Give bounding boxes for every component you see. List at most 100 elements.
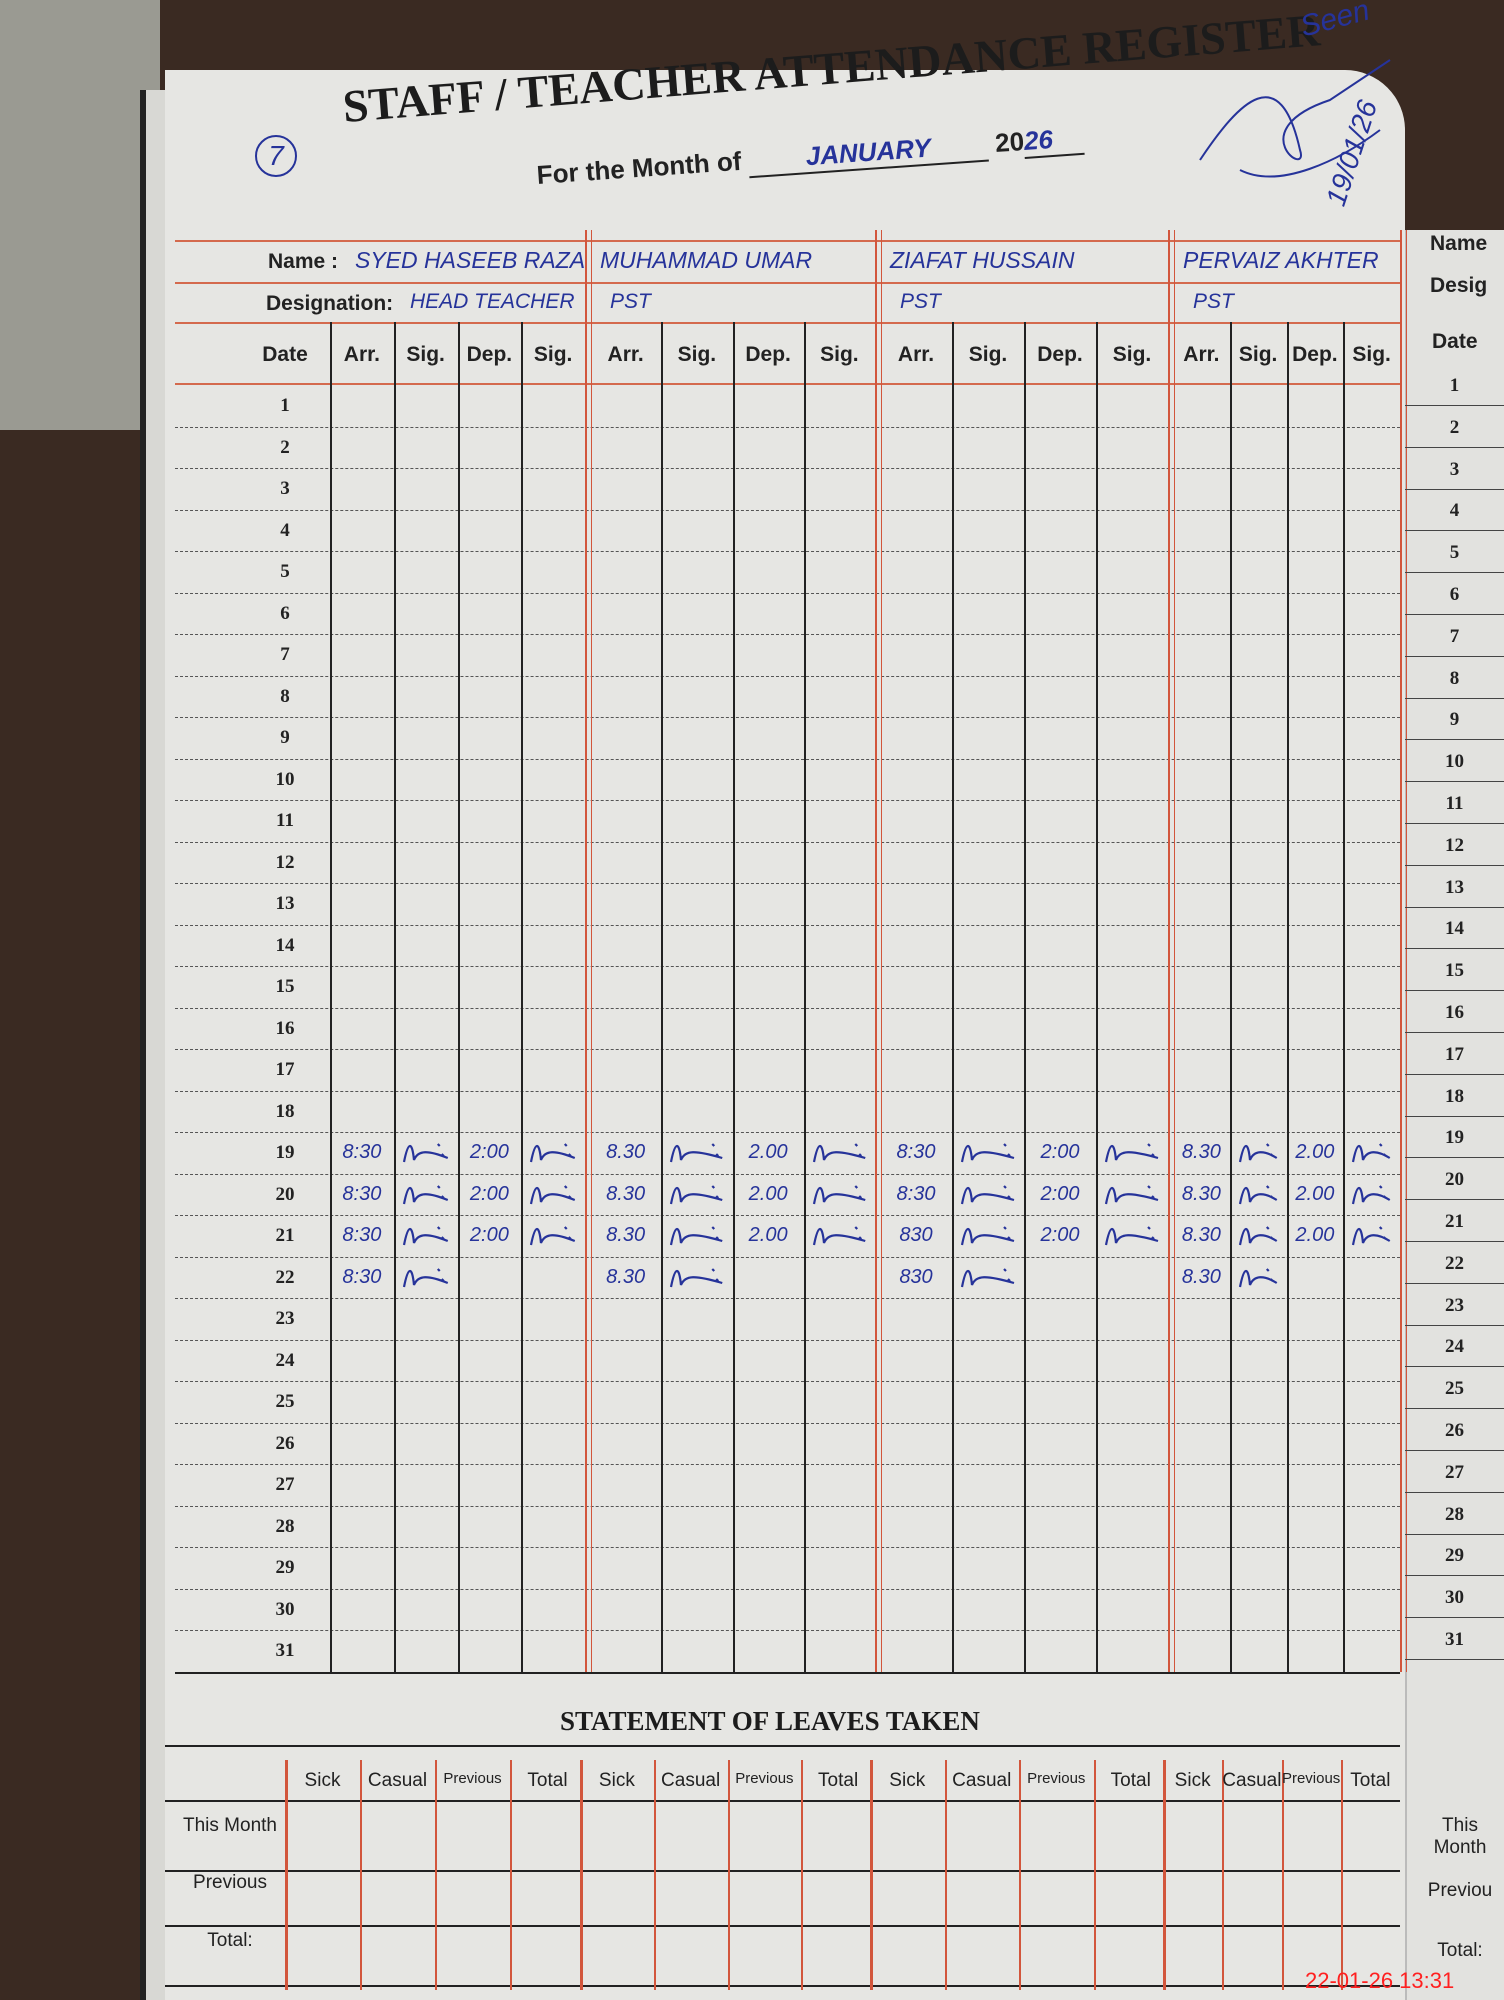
signature-mark	[402, 1267, 448, 1287]
right-designation-label: Desig	[1430, 274, 1488, 297]
right-row-rule	[1405, 906, 1504, 908]
date-number: 7	[280, 644, 290, 665]
departure-time: 2.00	[1295, 1224, 1335, 1246]
page-number-circled: 7	[255, 135, 297, 177]
right-leaves-label: Total:	[1437, 1940, 1483, 1961]
signature-mark	[812, 1226, 866, 1246]
leaves-column-header: Total	[1350, 1770, 1391, 1791]
header-rule	[175, 240, 1400, 242]
date-number: 15	[275, 976, 295, 997]
row-rule	[175, 800, 1400, 801]
right-row-rule	[1405, 1575, 1504, 1577]
signature-mark	[530, 1226, 576, 1246]
row-rule	[175, 966, 1400, 967]
right-row-rule	[1405, 1324, 1504, 1326]
departure-time: 2.00	[748, 1224, 788, 1246]
departure-time: 2:00	[469, 1224, 509, 1246]
column-rule	[457, 322, 460, 1672]
right-row-rule	[1405, 1491, 1504, 1493]
right-date-number: 19	[1445, 1127, 1464, 1149]
column-rule	[952, 322, 954, 1672]
right-row-rule	[1405, 1533, 1504, 1535]
leaves-column-rule	[1019, 1760, 1021, 1990]
staff-designation: PST	[610, 290, 651, 313]
leaves-column-rule	[1222, 1760, 1225, 1990]
leaves-column-header: Sick	[1174, 1770, 1211, 1791]
right-row-rule	[1405, 1115, 1504, 1117]
right-row-rule	[1405, 823, 1504, 824]
arrival-time: 8:30	[896, 1182, 936, 1205]
leaves-column-rule	[944, 1760, 947, 1990]
signature-mark	[530, 1143, 576, 1163]
date-number: 16	[275, 1017, 295, 1039]
signature-mark	[1352, 1143, 1391, 1163]
right-date-number: 29	[1445, 1545, 1464, 1567]
row-rule	[175, 592, 1400, 594]
column-header-sig: Sig.	[1238, 343, 1278, 366]
name-label: Name :	[268, 250, 339, 273]
right-date-number: 11	[1445, 793, 1464, 814]
date-number: 3	[280, 478, 290, 499]
right-row-rule	[1405, 572, 1504, 574]
right-row-rule	[1405, 739, 1504, 741]
leaves-row-rule	[165, 1745, 1400, 1747]
arrival-time: 8.30	[1181, 1224, 1221, 1246]
leaves-column-rule	[1163, 1760, 1166, 1990]
signature-mark	[530, 1184, 576, 1204]
date-number: 9	[280, 727, 290, 748]
row-rule	[175, 841, 1400, 843]
right-date-number: 6	[1449, 584, 1460, 605]
right-row-rule	[1405, 1073, 1504, 1075]
leaves-row-label: This Month	[183, 1815, 277, 1836]
date-number: 12	[275, 851, 295, 873]
signature-mark	[402, 1143, 448, 1163]
header-rule	[175, 383, 1400, 385]
row-rule	[175, 1049, 1400, 1050]
row-rule	[175, 1339, 1400, 1341]
right-date-number: 28	[1445, 1503, 1464, 1525]
leaves-column-header: Previous	[1027, 1770, 1086, 1787]
right-row-rule	[1405, 1282, 1504, 1284]
date-number: 21	[275, 1225, 295, 1246]
column-rule	[393, 322, 396, 1672]
table-surface	[0, 0, 160, 430]
arrival-time: 8:30	[896, 1141, 936, 1163]
departure-time: 2.00	[1295, 1141, 1335, 1163]
right-date-number: 9	[1449, 709, 1460, 731]
row-rule	[175, 675, 1400, 677]
column-rule	[1343, 322, 1346, 1672]
staff-designation: PST	[900, 290, 941, 313]
right-date-number: 23	[1445, 1294, 1464, 1316]
arrival-time: 8:30	[342, 1182, 382, 1205]
signature-mark	[670, 1184, 723, 1204]
right-date-number: 20	[1445, 1169, 1464, 1191]
leaves-row-label: Total:	[207, 1930, 253, 1951]
right-row-rule	[1405, 1241, 1504, 1242]
signature-mark	[1104, 1143, 1159, 1163]
arrival-time: 8.30	[606, 1182, 646, 1205]
date-number: 2	[280, 436, 290, 458]
leaves-row-rule	[165, 1870, 1400, 1872]
departure-time: 2:00	[469, 1141, 509, 1163]
leaves-column-rule	[1340, 1760, 1343, 1990]
departure-time: 2:00	[1040, 1224, 1080, 1246]
date-number: 4	[280, 519, 290, 541]
grid-bottom-rule	[175, 1671, 1400, 1674]
right-date-number: 13	[1445, 876, 1464, 898]
signature-mark	[1352, 1184, 1391, 1204]
row-rule	[175, 1422, 1400, 1424]
row-rule	[175, 1505, 1400, 1507]
right-date-number: 12	[1445, 834, 1464, 856]
signature-mark	[1352, 1226, 1391, 1246]
leaves-column-rule	[285, 1760, 288, 1990]
right-row-rule	[1405, 781, 1504, 783]
right-row-rule	[1405, 1659, 1504, 1660]
leaves-column-header: Total	[527, 1770, 568, 1791]
arrival-time: 830	[899, 1224, 933, 1246]
row-rule	[175, 717, 1400, 718]
column-header-sig: Sig.	[1112, 343, 1152, 366]
leaves-row-rule	[165, 1925, 1400, 1927]
arrival-time: 8.30	[606, 1265, 646, 1288]
right-date-number: 14	[1445, 918, 1464, 940]
right-date-header: Date	[1432, 330, 1478, 353]
